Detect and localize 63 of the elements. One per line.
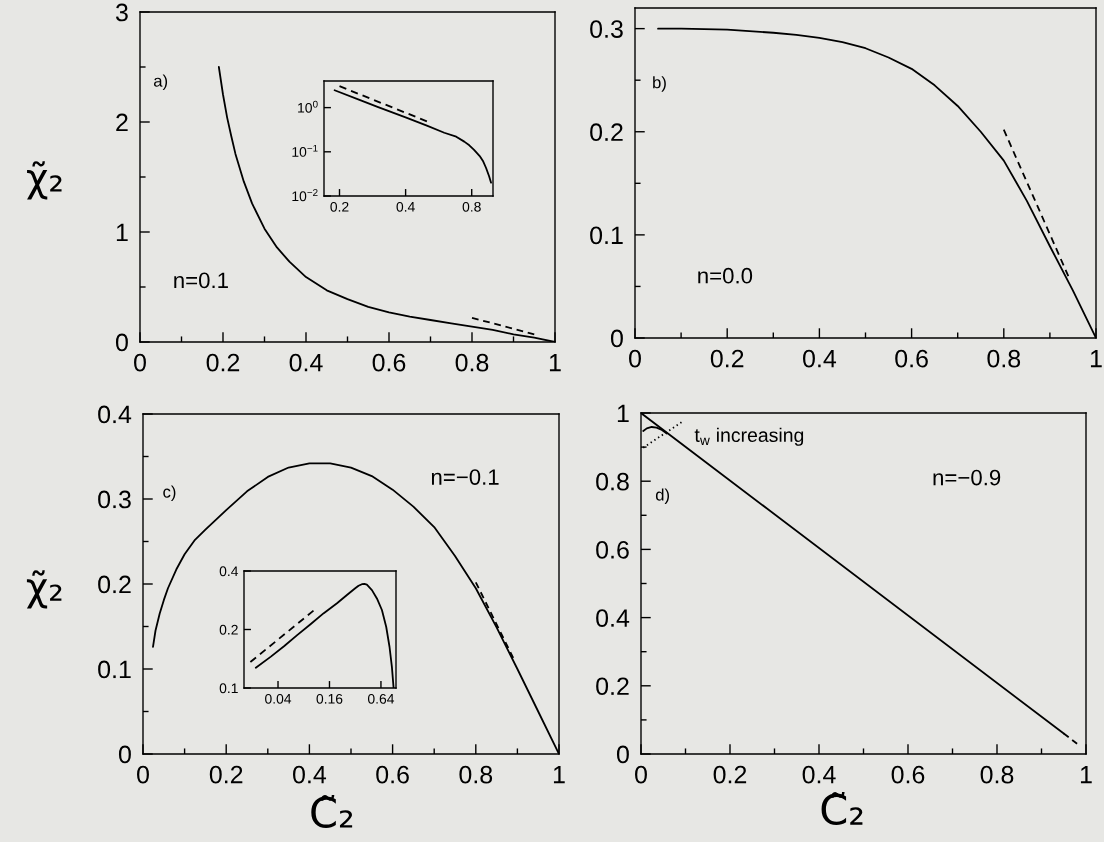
x-tick-label: 0.6 bbox=[372, 353, 406, 372]
x-axis-title: C̃₂ bbox=[311, 795, 353, 828]
x-tick-label: 0.4 bbox=[802, 765, 836, 784]
y-tick-label: 3 bbox=[115, 3, 128, 22]
y-tick-label: 0.4 bbox=[98, 405, 132, 424]
y-tick-label: 0.3 bbox=[590, 20, 623, 38]
y-tick-label: 10$^{0}$ bbox=[298, 100, 318, 113]
x-tick-label: 1 bbox=[1080, 766, 1092, 784]
x-tick-label: 0.4 bbox=[396, 201, 415, 212]
y-tick-label: 0.1 bbox=[98, 660, 131, 679]
y-tick-label: 0.2 bbox=[98, 575, 131, 594]
x-tick-label: 0.8 bbox=[455, 353, 489, 372]
x-tick-label: 0.8 bbox=[980, 765, 1014, 784]
y-tick-label: 10$^{−1}$ bbox=[292, 144, 318, 157]
y-tick-label: 1 bbox=[116, 223, 128, 242]
x-tick-label: 0 bbox=[137, 765, 149, 784]
x-tick-label: 1 bbox=[1090, 350, 1102, 368]
x-tick-label: 0 bbox=[635, 765, 647, 784]
y-tick-label: 2 bbox=[116, 113, 128, 132]
x-tick-label: 0.6 bbox=[376, 765, 409, 784]
x-tick-label: 0.8 bbox=[987, 349, 1021, 368]
annotation: n=0.1 bbox=[174, 272, 228, 289]
y-axis-title: χ̃₂ bbox=[27, 161, 62, 200]
y-tick-label: 0.1 bbox=[219, 683, 238, 694]
y-tick-label: 1 bbox=[617, 404, 629, 423]
x-tick-label: 0.2 bbox=[330, 201, 349, 212]
y-tick-label: 0.4 bbox=[596, 609, 630, 627]
y-axis-title: χ̃₂ bbox=[26, 570, 62, 609]
y-tick-label: 0.6 bbox=[596, 541, 629, 559]
x-tick-label: 0.4 bbox=[803, 349, 837, 368]
y-tick-label: 0 bbox=[616, 745, 629, 764]
x-tick-label: 0.2 bbox=[710, 349, 744, 368]
x-tick-label: 0.2 bbox=[713, 765, 747, 784]
annotation: a) bbox=[153, 74, 168, 91]
x-tick-label: 0.6 bbox=[895, 349, 928, 368]
x-axis-title: C̃₂ bbox=[821, 792, 863, 826]
y-tick-label: 0.8 bbox=[596, 472, 629, 491]
annotation: d) bbox=[655, 488, 670, 504]
x-tick-label: 0.6 bbox=[891, 765, 925, 784]
annotation: n=0.0 bbox=[698, 267, 753, 284]
x-tick-label: 0.8 bbox=[459, 765, 493, 784]
y-tick-label: 0.2 bbox=[219, 624, 238, 635]
y-tick-label: 0.1 bbox=[590, 226, 623, 245]
x-tick-label: 0 bbox=[629, 349, 641, 368]
y-tick-label: 0 bbox=[115, 333, 128, 352]
y-tick-label: 10$^{−2}$ bbox=[292, 189, 318, 202]
y-tick-label: 0 bbox=[118, 745, 131, 764]
y-tick-label: 0.4 bbox=[219, 566, 239, 577]
annotation: b) bbox=[653, 76, 666, 92]
x-tick-label: 0.04 bbox=[265, 693, 292, 704]
annotation: t$_{w}$ increasing bbox=[694, 427, 804, 446]
x-tick-label: 0.16 bbox=[316, 693, 343, 704]
x-tick-label: 0.8 bbox=[462, 201, 481, 212]
x-tick-label: 0 bbox=[134, 353, 146, 372]
x-tick-label: 1 bbox=[553, 766, 565, 784]
y-tick-label: 0.3 bbox=[98, 490, 131, 509]
x-tick-label: 0.64 bbox=[367, 693, 395, 704]
annotation: n=−0.1 bbox=[431, 469, 499, 485]
y-tick-label: 0 bbox=[610, 329, 623, 348]
annotation: c) bbox=[163, 485, 176, 501]
x-tick-label: 1 bbox=[549, 354, 561, 372]
annotation: n=−0.9 bbox=[933, 469, 1001, 486]
y-tick-label: 0.2 bbox=[590, 123, 623, 142]
